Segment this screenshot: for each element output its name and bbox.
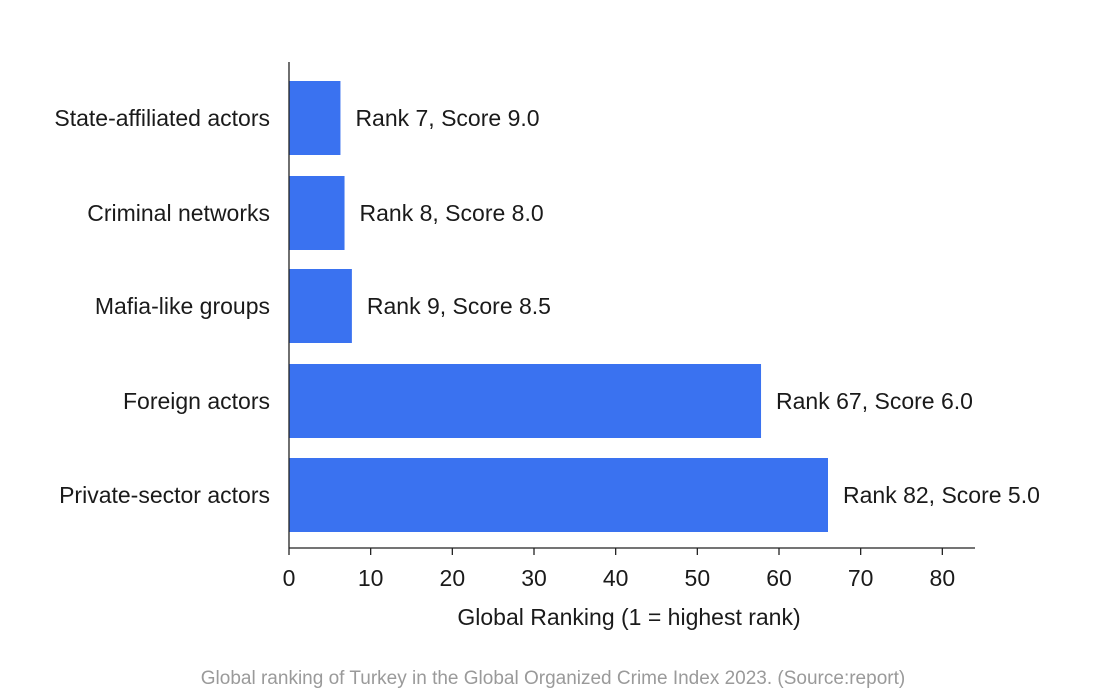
data-label: Rank 67, Score 6.0 bbox=[776, 388, 973, 414]
x-axis-title: Global Ranking (1 = highest rank) bbox=[457, 604, 800, 630]
category-label: Criminal networks bbox=[87, 200, 270, 226]
bar bbox=[289, 81, 341, 155]
figure-caption: Global ranking of Turkey in the Global O… bbox=[200, 668, 906, 689]
data-label: Rank 8, Score 8.0 bbox=[360, 200, 544, 226]
category-label: Private-sector actors bbox=[59, 482, 270, 508]
x-tick-label: 40 bbox=[603, 565, 629, 591]
category-label: Mafia-like groups bbox=[95, 293, 270, 319]
x-tick-label: 10 bbox=[358, 565, 384, 591]
category-labels: State-affiliated actors Criminal networks… bbox=[54, 105, 270, 508]
x-tick-label: 20 bbox=[440, 565, 466, 591]
bar bbox=[289, 458, 828, 532]
chart-figure: State-affiliated actors Criminal networks… bbox=[54, 62, 1040, 630]
x-tick-label: 50 bbox=[685, 565, 711, 591]
bar-chart: State-affiliated actors Criminal networks… bbox=[54, 62, 1040, 630]
bar bbox=[289, 176, 345, 250]
data-labels: Rank 7, Score 9.0 Rank 8, Score 8.0 Rank 9… bbox=[355, 105, 1039, 508]
x-axis-ticks: 0 10 20 30 40 50 60 70 80 bbox=[283, 548, 956, 591]
data-label: Rank 7, Score 9.0 bbox=[355, 105, 539, 131]
bar bbox=[289, 269, 352, 343]
data-label: Rank 9, Score 8.5 bbox=[367, 293, 551, 319]
bar bbox=[289, 364, 762, 438]
x-tick-label: 30 bbox=[521, 565, 547, 591]
x-tick-label: 80 bbox=[930, 565, 956, 591]
category-label: Foreign actors bbox=[123, 388, 270, 414]
bars-group bbox=[289, 81, 828, 532]
data-label: Rank 82, Score 5.0 bbox=[843, 482, 1040, 508]
category-label: State-affiliated actors bbox=[54, 105, 270, 131]
x-tick-label: 70 bbox=[848, 565, 874, 591]
x-tick-label: 0 bbox=[283, 565, 296, 591]
x-tick-label: 60 bbox=[766, 565, 792, 591]
